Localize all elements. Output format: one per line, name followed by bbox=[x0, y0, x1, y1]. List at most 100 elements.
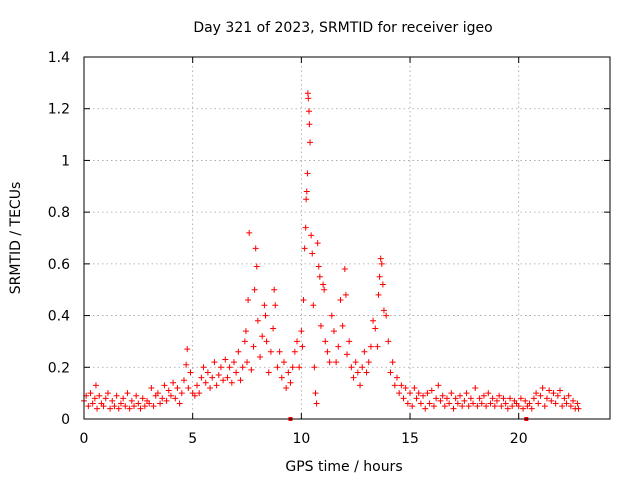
data-point bbox=[350, 374, 357, 381]
data-point bbox=[178, 390, 185, 397]
data-point bbox=[304, 90, 311, 97]
data-points bbox=[81, 90, 582, 421]
data-point bbox=[504, 405, 511, 412]
data-point bbox=[498, 403, 505, 410]
data-point bbox=[415, 390, 422, 397]
data-point bbox=[465, 403, 472, 410]
data-point bbox=[535, 400, 542, 407]
data-point bbox=[391, 382, 398, 389]
data-point bbox=[314, 240, 321, 247]
chart-title: Day 321 of 2023, SRMTID for receiver ige… bbox=[193, 20, 492, 36]
data-point bbox=[167, 392, 174, 399]
data-point bbox=[280, 359, 287, 366]
data-point bbox=[454, 400, 461, 407]
data-point bbox=[450, 405, 457, 412]
data-point bbox=[96, 392, 103, 399]
data-point bbox=[187, 369, 194, 376]
data-point bbox=[476, 395, 483, 402]
data-point bbox=[563, 400, 570, 407]
data-point bbox=[541, 403, 548, 410]
data-point bbox=[496, 392, 503, 399]
data-point bbox=[404, 400, 411, 407]
data-point bbox=[298, 328, 305, 335]
data-point bbox=[124, 390, 131, 397]
data-point bbox=[339, 322, 346, 329]
data-point bbox=[270, 325, 277, 332]
data-point bbox=[245, 297, 252, 304]
data-point bbox=[554, 392, 561, 399]
data-point bbox=[87, 390, 94, 397]
data-point bbox=[184, 346, 191, 353]
data-point bbox=[307, 139, 314, 146]
y-tick-label: 0.8 bbox=[48, 205, 70, 221]
y-tick-label: 1.4 bbox=[48, 50, 70, 66]
data-point bbox=[291, 348, 298, 355]
data-point bbox=[215, 372, 222, 379]
data-point bbox=[250, 343, 257, 350]
data-point bbox=[402, 384, 409, 391]
data-point bbox=[306, 121, 313, 128]
data-point bbox=[443, 395, 450, 402]
data-point bbox=[422, 405, 429, 412]
data-point bbox=[424, 390, 431, 397]
data-point bbox=[387, 369, 394, 376]
data-point bbox=[244, 359, 251, 366]
data-point bbox=[557, 387, 564, 394]
data-point bbox=[367, 343, 374, 350]
data-point bbox=[242, 328, 249, 335]
data-point bbox=[324, 348, 331, 355]
data-point bbox=[433, 395, 440, 402]
data-point bbox=[316, 273, 323, 280]
data-point bbox=[194, 382, 201, 389]
data-point bbox=[287, 379, 294, 386]
data-point bbox=[257, 353, 264, 360]
x-tick-label: 5 bbox=[188, 431, 197, 447]
data-point bbox=[528, 405, 535, 412]
data-point bbox=[305, 95, 312, 102]
data-point bbox=[246, 229, 253, 236]
data-point bbox=[396, 390, 403, 397]
data-point bbox=[430, 403, 437, 410]
data-point bbox=[198, 374, 205, 381]
data-point bbox=[487, 400, 494, 407]
data-point bbox=[470, 400, 477, 407]
data-point bbox=[204, 369, 211, 376]
data-point bbox=[372, 325, 379, 332]
x-tick-label: 0 bbox=[80, 431, 89, 447]
data-point bbox=[296, 364, 303, 371]
data-point bbox=[543, 395, 550, 402]
y-tick-label: 0.6 bbox=[48, 257, 70, 273]
data-point bbox=[254, 317, 261, 324]
y-tick-label: 1.2 bbox=[48, 102, 70, 118]
data-point bbox=[370, 317, 377, 324]
x-axis-label: GPS time / hours bbox=[285, 459, 402, 475]
y-axis-label: SRMTID / TECUs bbox=[8, 182, 24, 295]
data-point bbox=[346, 338, 353, 345]
data-point bbox=[389, 359, 396, 366]
data-point bbox=[361, 348, 368, 355]
data-point bbox=[413, 395, 420, 402]
data-point bbox=[344, 351, 350, 358]
data-point bbox=[448, 390, 455, 397]
data-point bbox=[509, 403, 516, 410]
data-point bbox=[376, 273, 383, 280]
data-point bbox=[183, 361, 190, 368]
data-point bbox=[342, 291, 349, 298]
data-point bbox=[420, 392, 427, 399]
data-point bbox=[565, 392, 572, 399]
data-point bbox=[274, 364, 281, 371]
data-point bbox=[117, 400, 124, 407]
data-point bbox=[299, 343, 306, 350]
data-point bbox=[107, 405, 114, 412]
data-point bbox=[459, 403, 466, 410]
data-point bbox=[446, 400, 453, 407]
data-point bbox=[485, 390, 492, 397]
data-point bbox=[310, 302, 317, 309]
data-point bbox=[252, 245, 259, 252]
data-point bbox=[263, 338, 270, 345]
data-point bbox=[202, 379, 209, 386]
data-point bbox=[472, 384, 479, 391]
data-point bbox=[222, 356, 229, 363]
data-point bbox=[341, 266, 348, 273]
data-point bbox=[226, 364, 233, 371]
